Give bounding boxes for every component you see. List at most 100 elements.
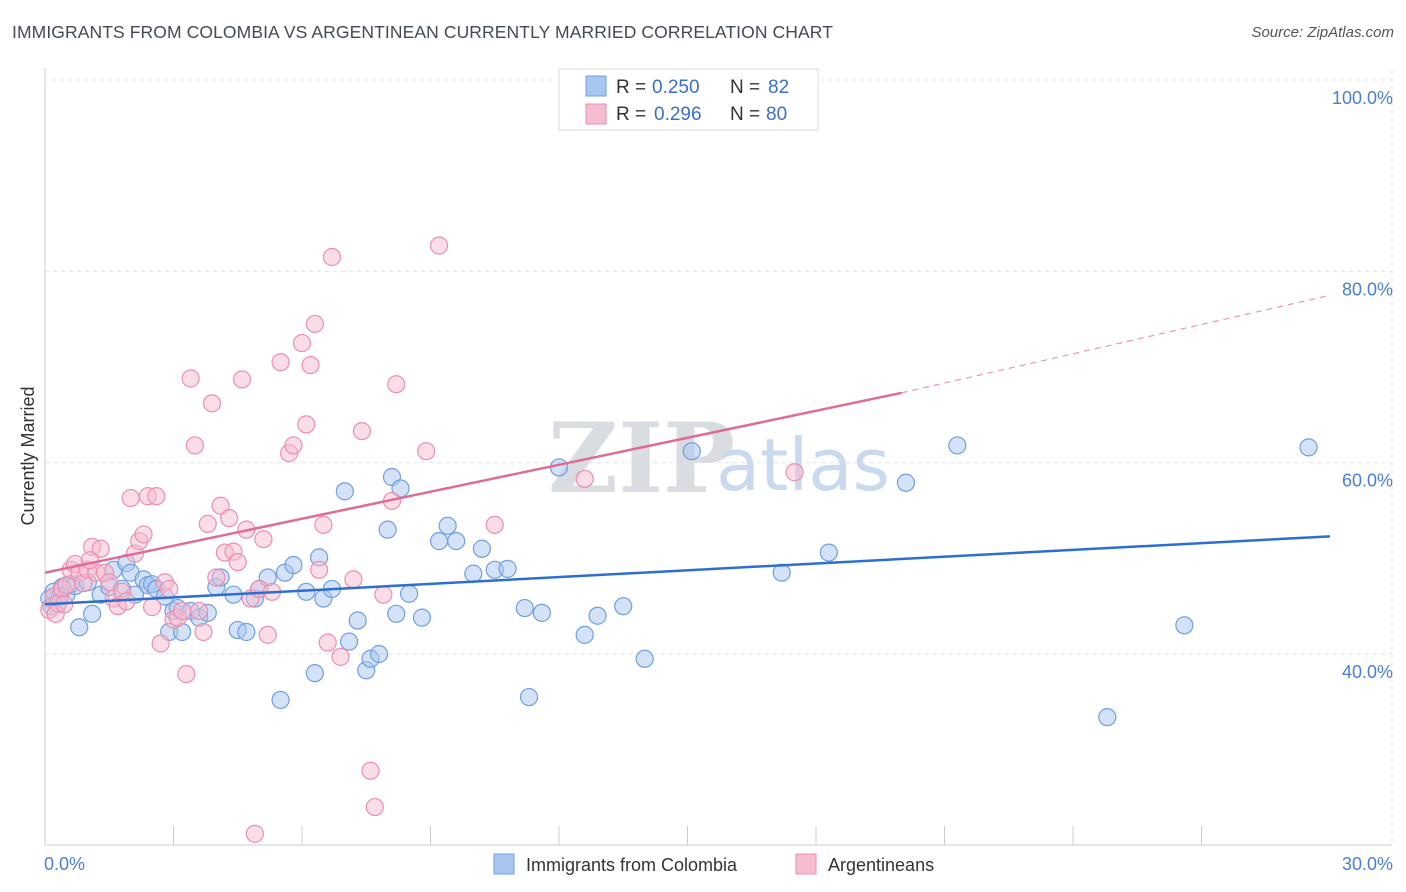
x-tick-label-0: 0.0%: [44, 854, 85, 874]
legend-n-label-1: N =: [730, 77, 760, 98]
colombia-point-71: [635, 649, 654, 668]
argentineans-point-37: [198, 514, 217, 533]
argentineans-point-74: [485, 515, 504, 534]
argentineans-point-28: [160, 579, 179, 599]
argentineans-point-56: [292, 333, 312, 353]
argentineans-point-76: [785, 463, 804, 482]
legend-swatch-pink: [585, 103, 607, 125]
argentineans-point-32: [177, 664, 196, 684]
argentineans-point-68: [365, 797, 384, 817]
argentineans-point-60: [310, 560, 329, 579]
argentineans-point-4: [57, 576, 76, 595]
argentineans-point-34: [185, 436, 205, 455]
trend-layer: [44, 294, 1331, 606]
argentineans-point-67: [361, 761, 380, 780]
argentineans-point-51: [258, 625, 277, 644]
argentineans-point-12: [91, 539, 110, 558]
bottom-legend-label-colombia: Immigrants from Colombia: [526, 855, 738, 875]
colombia-point-9: [83, 604, 102, 623]
argentineans-point-57: [297, 415, 316, 434]
argentineans-point-53: [271, 353, 290, 372]
colombia-point-77: [1098, 708, 1117, 727]
argentineans-point-75: [575, 469, 594, 489]
colombia-point-46: [340, 632, 359, 651]
argentineans-point-48: [245, 824, 264, 843]
argentineans-point-55: [284, 436, 303, 455]
argentineans-point-42: [220, 509, 239, 528]
colombia-point-78: [1175, 616, 1194, 635]
argentineans-point-19: [121, 488, 140, 508]
legend-r-value-2: 0.296: [654, 104, 702, 125]
argentineans-point-33: [181, 369, 200, 388]
bottom-legend-swatch-argentineans: [795, 853, 817, 875]
colombia-point-53: [387, 604, 406, 623]
colombia-point-55: [399, 584, 419, 603]
colombia-point-58: [438, 516, 457, 535]
argentineans-point-36: [194, 622, 213, 642]
argentineans-point-79: [80, 551, 100, 570]
x-tick-label-1: 30.0%: [1342, 854, 1393, 874]
colombia-point-33: [237, 622, 256, 642]
legend-n-label-2: N =: [730, 104, 760, 125]
y-tick-label-3: 100.0%: [1332, 88, 1393, 108]
argentineans-point-50: [254, 530, 273, 549]
argentineans-point-63: [322, 247, 342, 267]
colombia-point-76: [948, 436, 967, 455]
y-tick-label-1: 60.0%: [1342, 471, 1393, 491]
colombia-point-79: [1299, 438, 1318, 457]
argentineans-point-73: [429, 236, 449, 255]
argentineans-point-65: [344, 570, 363, 589]
argentineans-point-66: [352, 421, 372, 441]
legend-r-label-1: R =: [616, 77, 646, 98]
argentineans-point-38: [202, 394, 222, 413]
colombia-point-65: [519, 687, 539, 707]
legend-r-label-2: R =: [616, 104, 646, 125]
colombia-point-51: [378, 520, 397, 539]
colombia-point-75: [896, 473, 916, 492]
colombia-point-68: [575, 625, 594, 644]
colombia-point-66: [532, 603, 551, 622]
argentineans-point-44: [228, 553, 247, 572]
argentineans-point-25: [147, 487, 166, 506]
argentineans-trend-line: [44, 391, 902, 574]
colombia-point-61: [472, 539, 491, 558]
argentineans-trend-extension: [901, 294, 1331, 394]
legend-n-value-2: 80: [766, 104, 787, 125]
chart-title: IMMIGRANTS FROM COLOMBIA VS ARGENTINEAN …: [12, 22, 834, 42]
colombia-point-67: [549, 458, 569, 477]
colombia-point-45: [335, 482, 354, 501]
colombia-point-72: [682, 442, 701, 461]
colombia-point-50: [370, 644, 389, 664]
argentineans-point-35: [190, 601, 209, 621]
argentineans-point-61: [314, 515, 333, 534]
argentineans-point-59: [305, 314, 324, 334]
chart-source: Source: ZipAtlas.com: [1251, 24, 1394, 41]
argentineans-point-26: [151, 634, 170, 653]
colombia-point-60: [464, 564, 483, 583]
legend-n-value-1: 82: [768, 77, 789, 98]
argentineans-point-22: [134, 525, 153, 544]
colombia-point-39: [284, 555, 303, 575]
watermark: ZIP atlas: [548, 402, 890, 515]
watermark-zip: ZIP: [548, 402, 735, 515]
y-tick-label-0: 40.0%: [1342, 662, 1393, 682]
colombia-point-57: [429, 532, 449, 551]
grid-layer: [45, 70, 1393, 845]
argentineans-point-31: [172, 601, 192, 621]
y-axis-label: Currently Married: [18, 386, 38, 525]
argentineans-point-40: [211, 496, 230, 515]
bottom-legend-swatch-colombia: [493, 853, 515, 875]
colombia-point-59: [447, 532, 466, 551]
argentineans-point-64: [331, 647, 350, 666]
colombia-point-56: [412, 608, 432, 627]
colombia-point-37: [271, 690, 290, 710]
colombia-point-74: [819, 543, 838, 562]
bottom-legend-label-argentineans: Argentineans: [828, 855, 934, 875]
axis-layer: 40.0% 60.0% 80.0% 100.0% 0.0% 30.0%: [44, 68, 1393, 874]
y-tick-label-2: 80.0%: [1342, 279, 1393, 299]
colombia-point-64: [515, 598, 534, 618]
argentineans-point-69: [374, 585, 393, 604]
colombia-point-7: [70, 618, 89, 637]
points-layer: [40, 236, 1318, 843]
